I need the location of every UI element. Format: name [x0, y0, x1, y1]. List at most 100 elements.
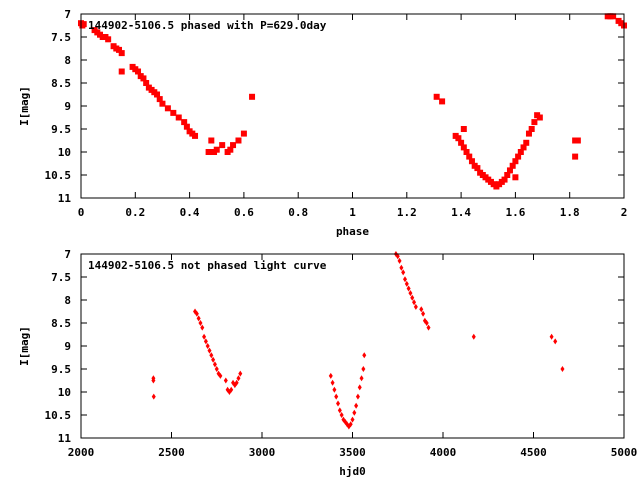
data-point [105, 36, 112, 43]
data-point [426, 324, 431, 331]
data-point [439, 98, 446, 105]
y-tick-label: 7.5 [51, 271, 71, 284]
data-point [397, 257, 402, 264]
data-point [214, 366, 219, 372]
data-point [229, 386, 234, 393]
data-point [175, 114, 182, 121]
data-point [192, 132, 199, 139]
x-tick-label: 0 [78, 206, 85, 219]
data-point [202, 333, 207, 340]
data-point [362, 352, 367, 359]
data-point [219, 142, 226, 149]
data-point [528, 126, 535, 132]
data-point [207, 347, 212, 354]
y-tick-label: 9.5 [51, 123, 71, 136]
data-point [116, 46, 123, 53]
points-group [151, 251, 565, 430]
data-point [352, 409, 357, 416]
x-tick-label: 1.8 [560, 206, 580, 219]
data-point [151, 393, 156, 400]
unphased-light-curve-chart: 7 7.5 8 8.5 9 9.5 10 10.5 11 2000 2500 3000 3500 400… [18, 248, 637, 478]
data-point [455, 135, 462, 142]
data-point [238, 370, 243, 377]
data-point [234, 379, 239, 386]
x-ticks-group: 2000 2500 3000 3500 4000 4500 5000 [68, 254, 637, 459]
y-tick-label: 9.5 [51, 363, 71, 376]
data-point [345, 421, 350, 428]
y-tick-label: 11 [58, 192, 72, 205]
data-point [361, 366, 366, 372]
x-tick-label: 1.2 [397, 206, 417, 219]
x-tick-label: 0.2 [125, 206, 145, 219]
data-point [328, 372, 333, 379]
data-point [249, 93, 256, 100]
data-point [164, 105, 171, 112]
data-point [509, 162, 516, 169]
data-point [395, 253, 400, 260]
data-point [151, 377, 156, 384]
data-point [336, 400, 341, 407]
data-point [512, 158, 519, 165]
y-tick-label: 7.5 [51, 31, 71, 44]
plot-frame [80, 253, 625, 439]
y-ticks-group: 7 7.5 8 8.5 9 9.5 10 10.5 11 [45, 248, 624, 445]
data-point [515, 153, 522, 160]
data-point [196, 315, 201, 322]
data-point [200, 324, 205, 331]
data-point [227, 146, 234, 153]
data-point [205, 343, 210, 349]
x-tick-label: 3000 [249, 446, 276, 459]
data-point [474, 165, 481, 172]
data-point [424, 320, 429, 326]
data-point [337, 407, 342, 414]
x-tick-label: 1.6 [505, 206, 525, 219]
y-tick-label: 9 [64, 340, 71, 353]
x-tick-label: 1 [349, 206, 356, 219]
data-point [230, 142, 237, 149]
data-point [402, 276, 407, 283]
data-point [406, 285, 411, 292]
data-point [332, 386, 337, 393]
phased-light-curve-chart: 7 7.5 8 8.5 9 9.5 10 10.5 11 0 0.2 0.4 0.6 0.8 1 1.2 1.… [18, 8, 627, 238]
data-point [348, 421, 353, 428]
x-tick-label: 4000 [430, 446, 457, 459]
data-point [213, 146, 220, 153]
x-axis-label: phase [336, 225, 369, 238]
y-tick-label: 10 [58, 386, 71, 399]
x-tick-label: 3500 [339, 446, 366, 459]
y-tick-label: 10.5 [45, 409, 72, 422]
y-tick-label: 11 [58, 432, 72, 445]
data-point [471, 333, 476, 340]
data-point [211, 356, 216, 363]
data-point [501, 176, 508, 183]
data-point [240, 130, 247, 137]
data-point [610, 13, 617, 20]
data-point [209, 352, 214, 359]
y-tick-label: 8.5 [51, 77, 71, 90]
x-tick-label: 0.6 [234, 206, 254, 219]
data-point [419, 306, 424, 313]
y-tick-label: 8 [64, 294, 71, 307]
data-point [468, 158, 475, 165]
y-tick-label: 7 [64, 248, 71, 261]
data-point [80, 21, 87, 28]
y-axis-label: I[mag] [18, 86, 31, 126]
data-point [404, 280, 409, 287]
data-point [531, 119, 538, 126]
data-point [205, 149, 212, 155]
y-axis-label: I[mag] [18, 326, 31, 366]
y-tick-label: 10 [58, 146, 71, 159]
data-point [401, 269, 406, 276]
data-point [170, 109, 177, 116]
data-point [560, 366, 565, 372]
data-point [412, 299, 417, 306]
data-point [156, 96, 163, 103]
y-ticks-group: 7 7.5 8 8.5 9 9.5 10 10.5 11 [45, 8, 624, 205]
chart-title: 144902-5106.5 phased with P=629.0day [88, 19, 327, 32]
data-point [330, 379, 335, 386]
data-point [198, 320, 203, 326]
data-point [422, 317, 427, 324]
x-tick-label: 1.4 [451, 206, 471, 219]
data-point [399, 264, 404, 271]
x-ticks-group: 0 0.2 0.4 0.6 0.8 1 1.2 1.4 1.6 1.8 2 [78, 14, 627, 219]
